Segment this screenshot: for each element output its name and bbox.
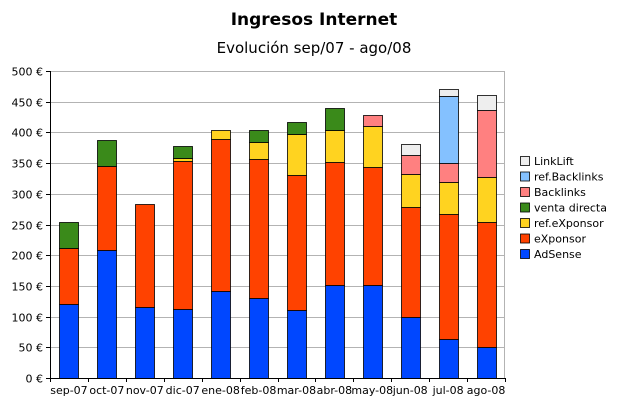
bar-segment-adsense [363, 285, 383, 379]
bar-segment-adsense [325, 285, 345, 379]
bar-segment-exponsor [59, 248, 79, 305]
x-tick-label: dic-07 [166, 384, 200, 397]
y-tick-label: 300 € [12, 189, 44, 202]
bar-segment-exponsor [97, 166, 117, 251]
bar-segment-exponsor [401, 207, 421, 318]
x-tick-label: sep-07 [50, 384, 87, 397]
bar-segment-ref-exponsor [287, 134, 307, 176]
y-tick-label: 100 € [12, 312, 44, 325]
y-tick-label: 450 € [12, 97, 44, 110]
bar-segment-exponsor [477, 222, 497, 348]
bar-segment-ref-exponsor [325, 130, 345, 163]
legend-swatch [520, 156, 530, 166]
legend-swatch [520, 171, 530, 182]
bar-segment-ref-exponsor [477, 177, 497, 223]
bar-segment-adsense [135, 307, 155, 379]
bar-segment-exponsor [135, 204, 155, 308]
bar-segment-adsense [287, 310, 307, 379]
x-tick-label: feb-08 [241, 384, 277, 397]
bar-segment-exponsor [363, 167, 383, 286]
bar-segment-ref-exponsor [211, 130, 231, 140]
bar-segment-venta-directa [59, 222, 79, 249]
x-tick-label: jun-08 [392, 384, 428, 397]
bar-segment-adsense [439, 339, 459, 379]
y-tick-label: 500 € [12, 66, 44, 79]
bar-segment-adsense [59, 304, 79, 379]
bar-segment-exponsor [249, 159, 269, 299]
chart-subtitle: Evolución sep/07 - ago/08 [217, 39, 412, 57]
bar-segment-backlinks [401, 155, 421, 175]
x-tick-label: oct-07 [89, 384, 124, 397]
bar-segment-backlinks [363, 115, 383, 127]
bar-segment-venta-directa [249, 130, 269, 143]
bar-segment-backlinks [477, 110, 497, 178]
y-tick-label: 400 € [12, 127, 44, 140]
bar-segment-backlinks [439, 163, 459, 183]
bar-segment-ref-exponsor [439, 182, 459, 215]
bar-segment-adsense [173, 309, 193, 379]
bar-segment-ref-exponsor [363, 126, 383, 168]
legend-label: venta directa [534, 202, 607, 215]
axes [50, 71, 505, 379]
gridlines [50, 71, 505, 379]
bar-segment-adsense [401, 317, 421, 379]
bar-segment-ref-exponsor [173, 158, 193, 162]
legend-label: AdSense [534, 248, 582, 261]
bar-segment-venta-directa [97, 140, 117, 167]
legend: LinkLift ref.Backlinks Backlinks venta dire… [520, 155, 607, 261]
x-tick-label: ene-08 [201, 384, 239, 397]
bar-segment-exponsor [287, 175, 307, 311]
bar-segment-ref-exponsor [249, 142, 269, 160]
legend-label: ref.Backlinks [534, 171, 604, 184]
y-tick-label: 50 € [19, 342, 44, 355]
legend-swatch [520, 249, 530, 259]
bar-segment-adsense [249, 298, 269, 379]
y-tick-label: 150 € [12, 281, 44, 294]
x-tick-label: may-08 [351, 384, 393, 397]
legend-swatch [520, 233, 530, 244]
legend-label: Backlinks [534, 186, 586, 199]
legend-swatch [520, 187, 530, 197]
x-tick-label: mar-08 [277, 384, 316, 397]
legend-label: eXponsor [534, 233, 586, 246]
chart-title: Ingresos Internet [231, 10, 398, 30]
x-tick-label: ago-08 [467, 384, 506, 397]
legend-swatch [520, 218, 530, 228]
x-tick-label: abr-08 [317, 384, 353, 397]
bar-segment-venta-directa [287, 122, 307, 135]
legend-label: ref.eXponsor [534, 217, 604, 230]
bar-segment-ref-exponsor [401, 174, 421, 208]
bar-segment-exponsor [211, 139, 231, 292]
bar-segment-linklift [477, 95, 497, 111]
bar-segment-adsense [477, 347, 497, 379]
bar-segment-ref-backlinks [439, 96, 459, 164]
bar-segment-exponsor [325, 162, 345, 286]
y-tick-label: 200 € [12, 250, 44, 263]
y-tick-label: 250 € [12, 220, 44, 233]
x-tick-label: nov-07 [126, 384, 164, 397]
bar-segment-exponsor [173, 161, 193, 310]
bar-segment-venta-directa [325, 108, 345, 131]
legend-label: LinkLift [534, 155, 574, 168]
legend-swatch [520, 202, 530, 213]
y-axis-ticks: 0 € 50 € 100 € 150 € 200 € 250 € 300 € 350 € 400… [12, 66, 50, 386]
x-axis-ticks: sep-07 oct-07 nov-07 dic-07 ene-08 feb-08 mar-… [50, 378, 506, 397]
bar-segment-adsense [211, 291, 231, 379]
bar-segment-exponsor [439, 214, 459, 340]
bar-segment-venta-directa [173, 146, 193, 159]
y-tick-label: 350 € [12, 158, 44, 171]
bar-segment-linklift [439, 89, 459, 97]
bar-segment-adsense [97, 250, 117, 379]
bar-segment-linklift [401, 144, 421, 156]
x-tick-label: jul-08 [432, 384, 464, 397]
y-tick-label: 0 € [26, 373, 44, 386]
